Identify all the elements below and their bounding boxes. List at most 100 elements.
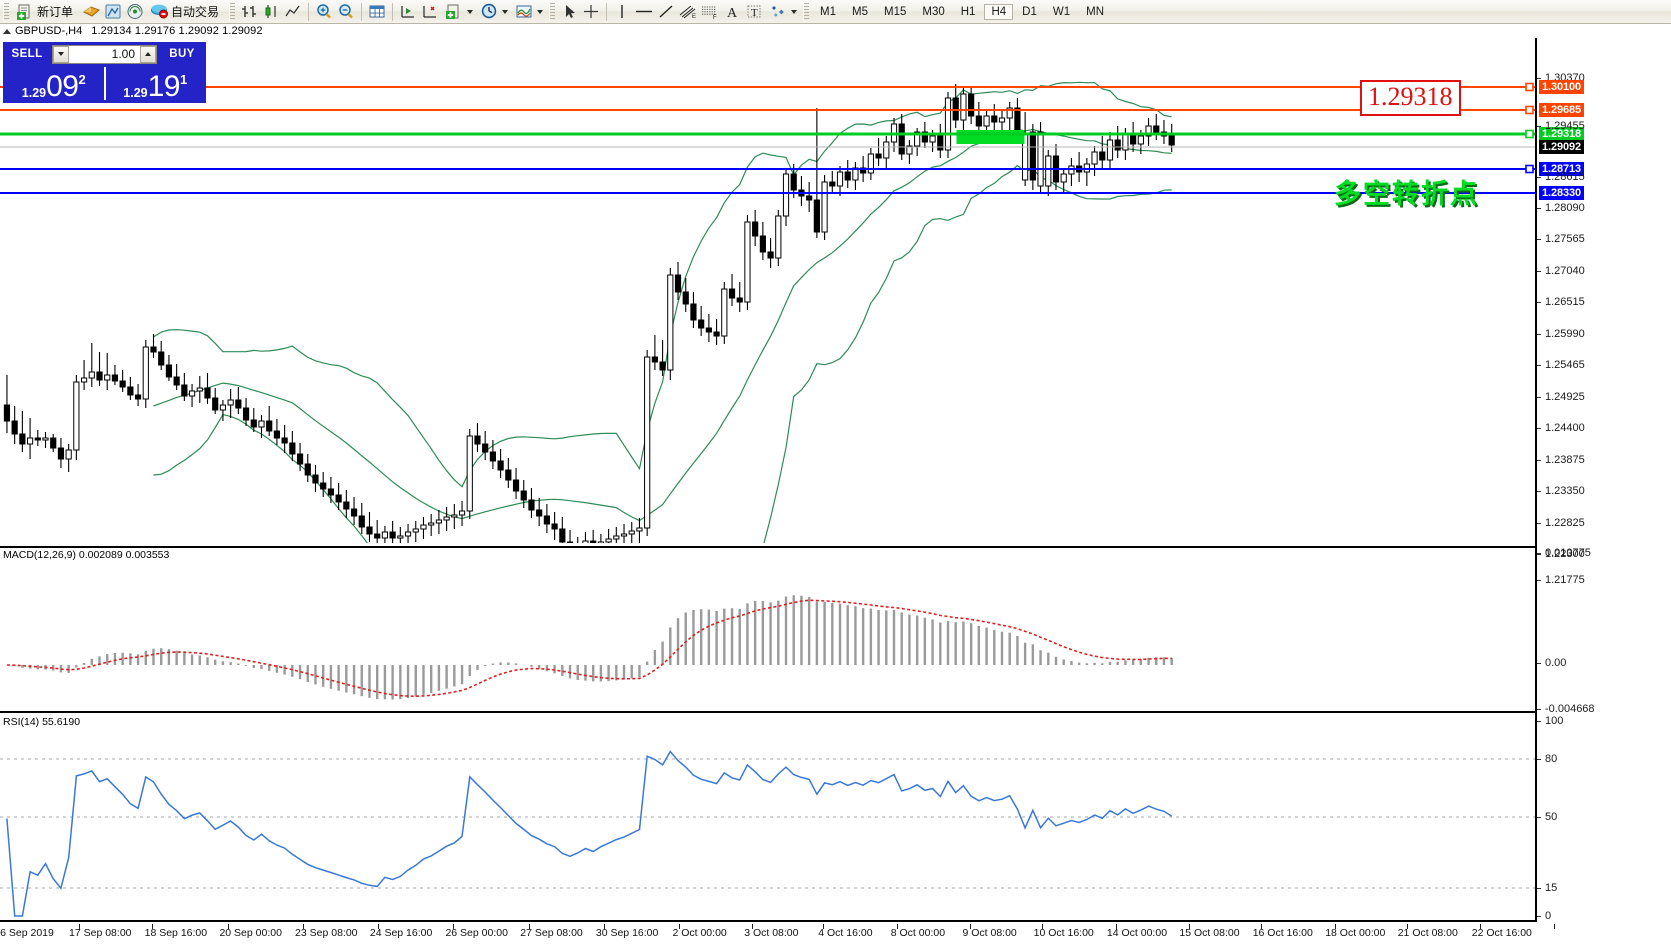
timeframe-d1[interactable]: D1 — [1022, 5, 1037, 18]
navigator-icon[interactable] — [102, 1, 124, 22]
timeframe-m30[interactable]: M30 — [922, 5, 945, 18]
sell-price[interactable]: 1.29 09 2 — [4, 65, 104, 102]
price-axis-tick — [1537, 239, 1541, 240]
period-dropdown-caret[interactable] — [500, 2, 509, 22]
macd-indicator-pane[interactable]: MACD(12,26,9) 0.002089 0.003553 — [0, 546, 1535, 713]
zoom-in-icon[interactable] — [313, 1, 335, 22]
timeframe-m5[interactable]: M5 — [852, 5, 868, 18]
price-axis[interactable]: 1.30370 1.30100 1.29685 1.29318 1.29455 1.290… — [1535, 38, 1671, 922]
price-axis-label: 1.23875 — [1545, 454, 1585, 466]
expert-advisors-icon[interactable] — [80, 1, 102, 22]
cursor-icon[interactable] — [558, 1, 580, 22]
bar-chart-icon[interactable] — [238, 1, 260, 22]
timeframe-h4[interactable]: H4 — [984, 3, 1014, 20]
timeframe-mn[interactable]: MN — [1086, 5, 1104, 18]
one-click-trading-panel[interactable]: SELL 1.00 BUY 1.29 09 2 1.29 19 1 — [3, 42, 206, 103]
volume-increment-button[interactable] — [140, 45, 156, 63]
volume-input[interactable]: 1.00 — [69, 45, 140, 63]
timeframes-grip[interactable] — [803, 2, 810, 21]
timeframe-w1[interactable]: W1 — [1052, 5, 1071, 18]
buy-price-base: 1.29 — [123, 86, 148, 100]
label-icon[interactable]: T — [743, 1, 765, 22]
trendline-icon[interactable] — [655, 1, 677, 22]
price-axis-label: 1.28090 — [1545, 202, 1585, 214]
text-icon[interactable]: A — [721, 1, 743, 22]
price-axis-badge: 1.28713 — [1539, 162, 1585, 176]
timeframe-h1[interactable]: H1 — [960, 5, 976, 18]
fibonacci-icon[interactable]: F — [699, 1, 721, 22]
auto-scroll-icon[interactable] — [419, 1, 441, 22]
timeframe-m15[interactable]: M15 — [884, 5, 907, 18]
rsi-axis-label: 50 — [1545, 811, 1558, 823]
time-axis-label: 20 Sep 00:00 — [219, 927, 282, 939]
time-axis-label: 15 Oct 08:00 — [1179, 927, 1240, 939]
time-axis-label: 14 Oct 00:00 — [1106, 927, 1168, 939]
hline-icon[interactable] — [633, 1, 655, 22]
sell-button[interactable]: SELL — [11, 48, 43, 60]
templates-dropdown-caret[interactable] — [535, 2, 544, 22]
time-axis-label: 9 Oct 08:00 — [962, 927, 1017, 939]
time-axis-separator — [453, 924, 455, 929]
new-chart-button[interactable] — [441, 1, 476, 23]
chart-tools-grip[interactable] — [229, 2, 236, 21]
macd-axis-label: -0.004668 — [1545, 703, 1595, 715]
price-axis-tick — [1537, 554, 1541, 555]
time-axis-separator — [78, 924, 80, 929]
period-button[interactable] — [476, 1, 511, 23]
timeframe-m1[interactable]: M1 — [820, 5, 837, 18]
price-axis-tick — [1537, 334, 1541, 335]
time-axis-separator — [1188, 924, 1190, 929]
svg-text:F: F — [713, 15, 717, 20]
svg-text:A: A — [727, 6, 738, 20]
templates-button[interactable] — [511, 1, 546, 23]
rsi-axis-tick — [1537, 916, 1541, 917]
symbol-info-bar: GBPUSD-,H4 1.29134 1.29176 1.29092 1.290… — [0, 24, 1671, 38]
time-axis-separator — [1553, 924, 1555, 929]
volume-stepper[interactable]: 1.00 — [52, 44, 157, 64]
rsi-axis-label: 0 — [1545, 910, 1552, 922]
vline-icon[interactable] — [611, 1, 633, 22]
toolbar-grip[interactable] — [3, 2, 9, 21]
time-axis-separator — [603, 924, 605, 929]
time-axis-separator — [378, 924, 380, 929]
collapse-triangle-icon[interactable] — [3, 28, 11, 34]
price-chart-pane[interactable] — [0, 38, 1535, 543]
time-axis-separator — [679, 924, 681, 929]
volume-decrement-button[interactable] — [53, 45, 69, 63]
new-chart-dropdown-caret[interactable] — [465, 2, 474, 22]
price-axis-label: 1.21775 — [1545, 574, 1585, 586]
price-axis-label: 1.25465 — [1545, 359, 1585, 371]
price-axis-tick — [1537, 302, 1541, 303]
rsi-indicator-pane[interactable]: RSI(14) 55.6190 — [0, 715, 1535, 922]
price-axis-tick — [1537, 126, 1541, 127]
time-axis[interactable]: 6 Sep 2019 17 Sep 08:00 18 Sep 16:00 20 Sep… — [0, 924, 1671, 947]
shapes-dropdown-caret[interactable] — [789, 2, 798, 22]
time-axis-label: 6 Sep 2019 — [0, 927, 54, 939]
time-axis-separator — [1479, 924, 1481, 929]
drawing-tools-grip[interactable] — [549, 2, 556, 21]
sell-price-big: 09 — [46, 70, 79, 103]
shapes-icon — [767, 1, 789, 22]
grid-icon[interactable] — [366, 1, 388, 22]
rsi-axis-label: 15 — [1545, 882, 1558, 894]
new-order-button[interactable]: 新订单 — [12, 1, 80, 23]
candlestick-chart-icon[interactable] — [260, 1, 282, 22]
shift-end-icon[interactable] — [397, 1, 419, 22]
time-axis-label: 18 Oct 00:00 — [1325, 927, 1386, 939]
shapes-button[interactable] — [765, 1, 800, 23]
new-order-icon — [14, 1, 36, 22]
signals-icon[interactable] — [124, 1, 146, 22]
time-axis-label: 26 Sep 00:00 — [445, 927, 508, 939]
time-axis-label: 2 Oct 00:00 — [672, 927, 727, 939]
autotrading-button[interactable]: 自动交易 — [146, 1, 226, 23]
time-axis-label: 10 Oct 16:00 — [1033, 927, 1094, 939]
crosshair-icon[interactable] — [580, 1, 602, 22]
equidistant-channel-icon[interactable]: E — [677, 1, 699, 22]
line-chart-icon[interactable] — [282, 1, 304, 22]
buy-button[interactable]: BUY — [169, 48, 195, 60]
rsi-axis-tick — [1537, 888, 1541, 889]
buy-price[interactable]: 1.29 19 1 — [106, 65, 206, 102]
symbol-name: GBPUSD-,H4 — [15, 25, 83, 37]
zoom-out-icon[interactable] — [335, 1, 357, 22]
price-chart-svg — [0, 81, 1535, 543]
